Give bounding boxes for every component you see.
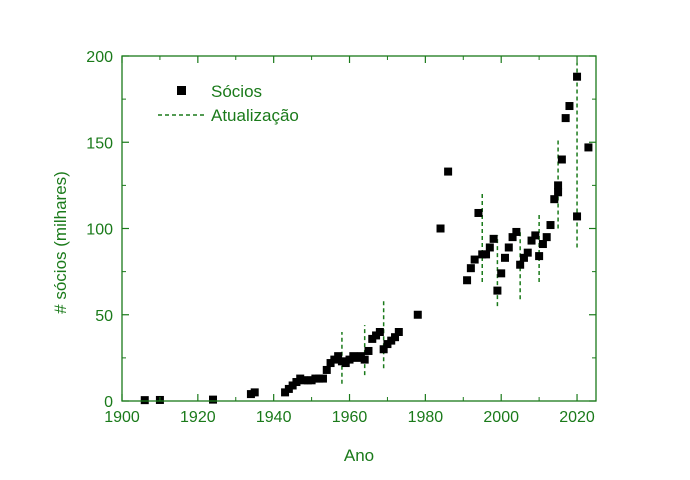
data-point: [584, 143, 593, 152]
plot-frame: [121, 55, 597, 402]
y-tick-label: 100: [86, 222, 113, 239]
data-point: [360, 355, 369, 364]
x-tick-label: 1900: [104, 409, 140, 426]
data-point: [322, 365, 331, 374]
data-point: [375, 328, 384, 336]
data-point: [364, 346, 373, 355]
data-point: [444, 167, 453, 176]
data-point: [379, 345, 388, 354]
data-point: [489, 234, 498, 243]
data-point: [512, 227, 521, 236]
data-point: [554, 188, 563, 197]
data-point: [535, 252, 544, 261]
data-point: [565, 102, 574, 111]
x-tick-label: 2020: [559, 409, 595, 426]
data-point: [573, 212, 582, 221]
y-tick-label: 0: [104, 394, 113, 411]
data-points: [140, 72, 593, 405]
data-point: [394, 328, 403, 336]
legend-marker-socios: [177, 86, 186, 95]
data-point: [504, 243, 513, 252]
y-tick-label: 150: [86, 135, 113, 152]
legend-label-atualizacao: Atualização: [211, 106, 299, 125]
data-point: [436, 224, 445, 233]
y-tick-label: 200: [86, 49, 113, 66]
data-point: [463, 276, 472, 285]
data-point: [500, 253, 509, 262]
data-point: [527, 236, 536, 245]
x-tick-label: 1960: [332, 409, 368, 426]
data-point: [493, 286, 502, 295]
data-point: [538, 240, 547, 249]
y-axis-ticks: 0 50 100 150 200: [86, 49, 596, 411]
y-axis-label: # sócios (milhares): [51, 171, 70, 314]
data-point: [554, 181, 563, 190]
x-tick-label: 2000: [483, 409, 519, 426]
y-tick-label: 50: [95, 308, 113, 325]
data-point: [413, 310, 422, 319]
x-tick-label: 1920: [180, 409, 216, 426]
data-point: [508, 233, 517, 242]
data-point: [482, 250, 491, 259]
x-tick-label: 1980: [408, 409, 444, 426]
data-point: [474, 208, 483, 217]
legend-label-socios: Sócios: [211, 82, 262, 101]
data-point: [523, 248, 532, 257]
data-point: [318, 374, 327, 383]
data-point: [546, 221, 555, 230]
data-point: [466, 264, 475, 273]
data-point: [561, 114, 570, 123]
data-point: [334, 352, 343, 361]
x-axis-ticks: 1900 1920 1940 1960 1980 2000 2020: [104, 56, 595, 426]
data-point: [519, 253, 528, 262]
data-point: [470, 255, 479, 264]
data-point: [542, 233, 551, 242]
data-point: [250, 388, 259, 397]
data-point: [497, 269, 506, 278]
data-point: [391, 333, 400, 342]
data-point: [550, 195, 559, 204]
data-point: [573, 72, 582, 81]
data-point: [140, 396, 149, 405]
data-point: [485, 243, 494, 252]
data-point: [516, 260, 525, 269]
x-axis-label: Ano: [344, 446, 374, 465]
data-point: [557, 155, 566, 164]
data-point: [209, 395, 218, 404]
x-tick-label: 1940: [256, 409, 292, 426]
legend: Sócios Atualização: [158, 82, 299, 125]
data-point: [531, 231, 540, 240]
